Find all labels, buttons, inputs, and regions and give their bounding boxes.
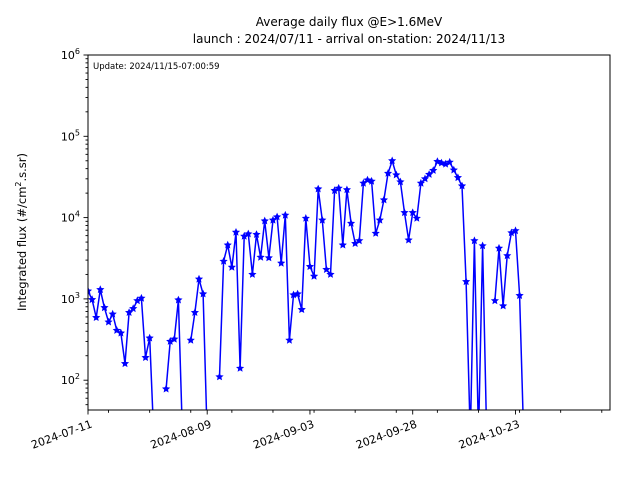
svg-text:2024-09-03: 2024-09-03 [251, 418, 316, 452]
svg-text:Integrated flux (#/cm2.s.sr): Integrated flux (#/cm2.s.sr) [14, 153, 29, 311]
svg-text:2024-10-23: 2024-10-23 [457, 418, 522, 452]
svg-text:106: 106 [61, 47, 80, 62]
svg-text:102: 102 [61, 372, 80, 387]
svg-text:2024-09-28: 2024-09-28 [354, 418, 419, 452]
svg-text:2024-08-09: 2024-08-09 [149, 418, 214, 452]
y-tick-labels: 102 103 104 105 106 [61, 47, 80, 387]
svg-text:2024-07-11: 2024-07-11 [29, 418, 94, 452]
x-tick-labels: 2024-07-11 2024-08-09 2024-09-03 2024-09-28… [29, 418, 521, 452]
svg-text:103: 103 [61, 291, 80, 306]
svg-text:104: 104 [61, 210, 80, 225]
chart-subtitle: launch : 2024/07/11 - arrival on-station… [192, 32, 506, 46]
svg-text:105: 105 [61, 128, 80, 143]
flux-series [88, 156, 524, 410]
plot-frame [87, 54, 611, 411]
star-markers [88, 156, 524, 393]
y-axis-label: Integrated flux (#/cm2.s.sr) [14, 153, 29, 311]
update-annotation: Update: 2024/11/15-07:00:59 [93, 62, 220, 72]
chart-title: Average daily flux @E>1.6MeV [255, 15, 443, 29]
